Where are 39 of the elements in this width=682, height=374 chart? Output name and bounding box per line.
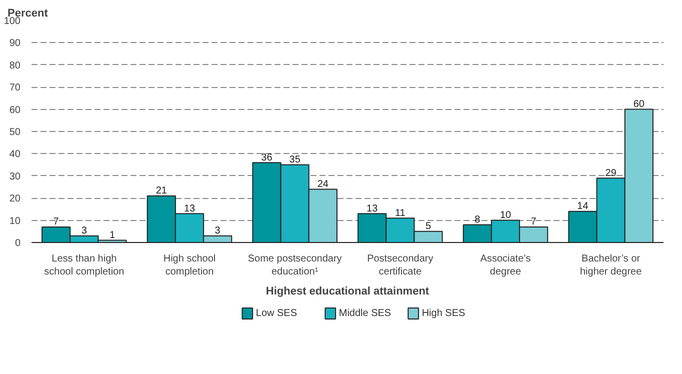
data-label: 5 [425, 221, 432, 232]
legend-label: Low SES [256, 308, 298, 319]
data-label: 13 [366, 203, 378, 214]
y-tick-label: 80 [9, 60, 21, 72]
x-tick-label: Bachelor’s or higher degree [580, 254, 642, 278]
data-label: 3 [81, 226, 88, 237]
y-tick-label: 10 [9, 216, 21, 227]
data-label: 14 [577, 201, 589, 212]
data-label: 24 [317, 179, 329, 190]
y-tick-label: 60 [9, 104, 21, 116]
x-tick-label: Some postsecondary education¹ [248, 254, 342, 278]
data-label: 7 [53, 216, 60, 228]
y-tick-label: 50 [9, 127, 21, 138]
data-label: 29 [605, 168, 617, 179]
data-label: 36 [261, 152, 273, 164]
y-tick-label: 20 [9, 194, 21, 205]
data-label: 3 [214, 226, 221, 237]
y-tick-label: 40 [9, 149, 21, 160]
x-tick-label: High school completion [163, 254, 216, 278]
data-label: 7 [530, 216, 537, 228]
data-label: 8 [474, 214, 481, 226]
data-label: 11 [394, 208, 406, 219]
y-tick-label: 70 [9, 82, 21, 94]
legend-label: Middle SES [338, 308, 392, 319]
data-label: 60 [633, 99, 645, 110]
legend-label: High SES [422, 308, 466, 319]
x-axis-title: Highest educational attainment [266, 286, 430, 298]
data-label: 1 [109, 230, 116, 242]
y-tick-label: 90 [9, 38, 21, 50]
data-label: 21 [156, 186, 168, 197]
y-tick-label: 30 [9, 171, 21, 182]
x-tick-label: Associate’s degree [480, 254, 531, 278]
x-tick-label: Postsecondary certificate [367, 254, 434, 278]
data-label: 13 [184, 203, 196, 214]
x-tick-label: Less than high school completion [44, 254, 124, 278]
data-label: 10 [500, 210, 512, 222]
data-label: 35 [289, 154, 301, 166]
y-tick-label: 0 [14, 238, 21, 249]
y-tick-label: 100 [4, 16, 21, 27]
